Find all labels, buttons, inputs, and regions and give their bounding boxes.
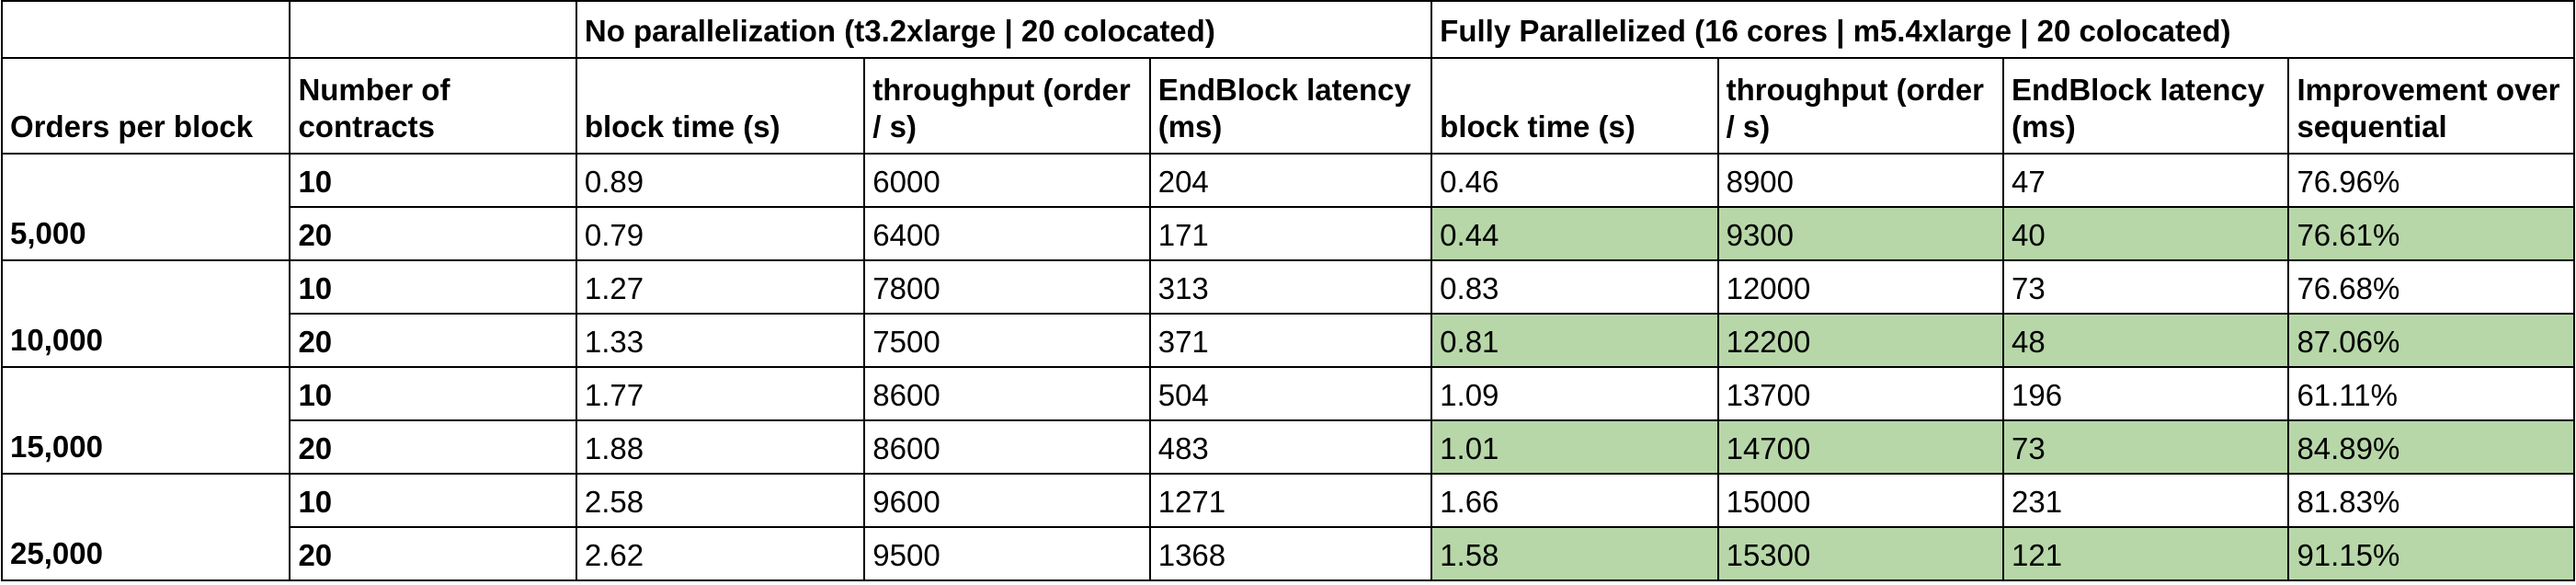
- np-endblock-cell: 483: [1148, 419, 1433, 475]
- improvement-cell-highlighted: 91.15%: [2287, 526, 2575, 581]
- np-block-time-cell: 0.89: [575, 153, 866, 208]
- contracts-cell: 10: [289, 259, 577, 315]
- np-endblock-cell: 1368: [1148, 526, 1433, 581]
- fp-endblock-cell-highlighted: 48: [2002, 313, 2290, 368]
- improvement-cell-highlighted: 84.89%: [2287, 419, 2575, 475]
- column-header-fp-block-time: block time (s): [1430, 57, 1719, 155]
- empty-corner-cell: [289, 0, 577, 59]
- np-throughput-cell: 9500: [863, 526, 1151, 581]
- contracts-cell: 20: [289, 419, 577, 475]
- np-throughput-cell: 7800: [863, 259, 1151, 315]
- fp-throughput-cell: 15000: [1716, 473, 2005, 528]
- fp-throughput-cell-highlighted: 9300: [1716, 206, 2005, 261]
- fp-endblock-cell: 196: [2002, 366, 2290, 421]
- fp-block-time-cell-highlighted: 1.58: [1430, 526, 1719, 581]
- table-row: 5,000 10 0.89 6000 204 0.46 8900 47 76.9…: [0, 153, 2575, 261]
- np-block-time-cell: 0.79: [575, 206, 866, 261]
- table-row: 25,000 10 2.58 9600 1271 1.66 15000 231 …: [0, 473, 2575, 581]
- column-header-np-endblock-latency: EndBlock latency (ms): [1148, 57, 1433, 155]
- orders-per-block-cell: 5,000: [0, 153, 291, 261]
- fp-endblock-cell-highlighted: 121: [2002, 526, 2290, 581]
- np-block-time-cell: 1.27: [575, 259, 866, 315]
- column-header-np-throughput: throughput (order / s): [863, 57, 1151, 155]
- fp-block-time-cell: 1.09: [1430, 366, 1719, 421]
- orders-per-block-cell: 10,000: [0, 259, 291, 368]
- orders-per-block-cell: 25,000: [0, 473, 291, 581]
- improvement-cell: 81.83%: [2287, 473, 2575, 528]
- group-header-row: No parallelization (t3.2xlarge | 20 colo…: [0, 0, 2575, 59]
- np-throughput-cell: 7500: [863, 313, 1151, 368]
- table-row: 20 0.79 6400 171 0.44 9300 40 76.61%: [2, 206, 2575, 261]
- column-header-improvement: Improvement over sequential: [2287, 57, 2575, 155]
- table-row: 10,000 10 1.27 7800 313 0.83 12000 73 76…: [0, 259, 2575, 368]
- table-row: 15,000 10 1.77 8600 504 1.09 13700 196 6…: [0, 366, 2575, 475]
- np-block-time-cell: 2.58: [575, 473, 866, 528]
- np-throughput-cell: 6000: [863, 153, 1151, 208]
- fp-endblock-cell: 231: [2002, 473, 2290, 528]
- fp-throughput-cell: 12000: [1716, 259, 2005, 315]
- contracts-cell: 20: [289, 313, 577, 368]
- fp-throughput-cell-highlighted: 15300: [1716, 526, 2005, 581]
- group-header-fully-parallelized: Fully Parallelized (16 cores | m5.4xlarg…: [1430, 0, 2575, 59]
- fp-endblock-cell-highlighted: 73: [2002, 419, 2290, 475]
- column-header-fp-throughput: throughput (order / s): [1716, 57, 2005, 155]
- table-row: 20 2.62 9500 1368 1.58 15300 121 91.15%: [2, 526, 2575, 581]
- fp-throughput-cell: 8900: [1716, 153, 2005, 208]
- np-throughput-cell: 8600: [863, 366, 1151, 421]
- contracts-cell: 10: [289, 473, 577, 528]
- contracts-cell: 20: [289, 526, 577, 581]
- group-header-no-parallelization: No parallelization (t3.2xlarge | 20 colo…: [575, 0, 1433, 59]
- fp-block-time-cell: 0.83: [1430, 259, 1719, 315]
- np-endblock-cell: 171: [1148, 206, 1433, 261]
- np-endblock-cell: 371: [1148, 313, 1433, 368]
- fp-block-time-cell-highlighted: 0.81: [1430, 313, 1719, 368]
- fp-endblock-cell-highlighted: 40: [2002, 206, 2290, 261]
- improvement-cell: 61.11%: [2287, 366, 2575, 421]
- np-block-time-cell: 1.77: [575, 366, 866, 421]
- fp-block-time-cell: 0.46: [1430, 153, 1719, 208]
- column-header-row: Orders per block Number of contracts blo…: [0, 57, 2575, 155]
- column-header-fp-endblock-latency: EndBlock latency (ms): [2002, 57, 2290, 155]
- fp-throughput-cell-highlighted: 14700: [1716, 419, 2005, 475]
- np-endblock-cell: 204: [1148, 153, 1433, 208]
- column-header-number-of-contracts: Number of contracts: [289, 57, 577, 155]
- fp-block-time-cell-highlighted: 0.44: [1430, 206, 1719, 261]
- np-throughput-cell: 9600: [863, 473, 1151, 528]
- np-throughput-cell: 6400: [863, 206, 1151, 261]
- table-row: 20 1.88 8600 483 1.01 14700 73 84.89%: [2, 419, 2575, 475]
- np-throughput-cell: 8600: [863, 419, 1151, 475]
- empty-corner-cell: [0, 0, 291, 59]
- np-block-time-cell: 1.33: [575, 313, 866, 368]
- fp-block-time-cell-highlighted: 1.01: [1430, 419, 1719, 475]
- fp-throughput-cell: 13700: [1716, 366, 2005, 421]
- fp-throughput-cell-highlighted: 12200: [1716, 313, 2005, 368]
- improvement-cell: 76.68%: [2287, 259, 2575, 315]
- contracts-cell: 20: [289, 206, 577, 261]
- np-block-time-cell: 2.62: [575, 526, 866, 581]
- table-row: 20 1.33 7500 371 0.81 12200 48 87.06%: [2, 313, 2575, 368]
- improvement-cell-highlighted: 76.61%: [2287, 206, 2575, 261]
- orders-per-block-cell: 15,000: [0, 366, 291, 475]
- column-header-orders-per-block: Orders per block: [0, 57, 291, 155]
- contracts-cell: 10: [289, 153, 577, 208]
- np-endblock-cell: 313: [1148, 259, 1433, 315]
- column-header-np-block-time: block time (s): [575, 57, 866, 155]
- improvement-cell: 76.96%: [2287, 153, 2575, 208]
- contracts-cell: 10: [289, 366, 577, 421]
- fp-block-time-cell: 1.66: [1430, 473, 1719, 528]
- fp-endblock-cell: 47: [2002, 153, 2290, 208]
- np-endblock-cell: 504: [1148, 366, 1433, 421]
- np-endblock-cell: 1271: [1148, 473, 1433, 528]
- np-block-time-cell: 1.88: [575, 419, 866, 475]
- improvement-cell-highlighted: 87.06%: [2287, 313, 2575, 368]
- fp-endblock-cell: 73: [2002, 259, 2290, 315]
